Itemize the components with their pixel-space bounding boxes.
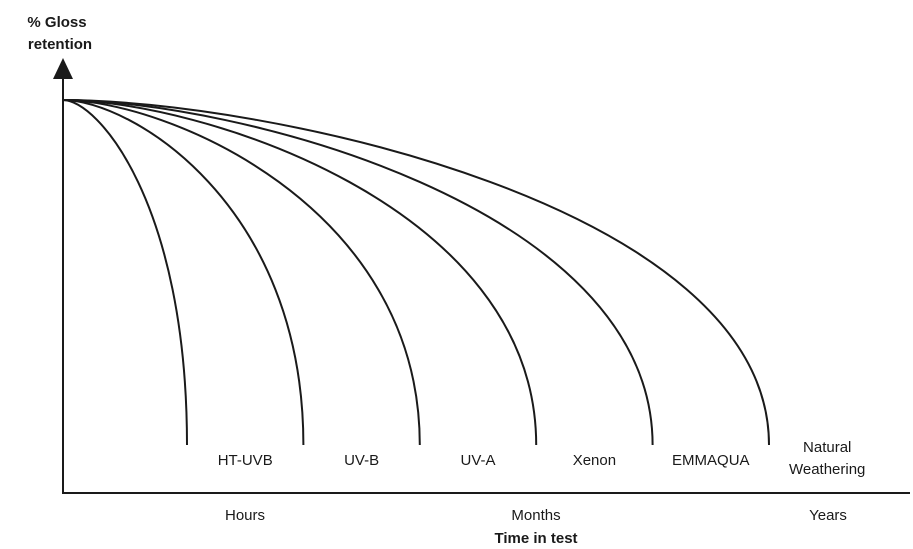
series-label-emmaqua: EMMAQUA [672, 452, 750, 469]
x-axis-label: Time in test [494, 530, 577, 547]
curves-group [62, 99, 770, 446]
curve-uv-b [62, 99, 305, 446]
series-label-ht-uvb: HT-UVB [218, 452, 273, 469]
curve-xenon [62, 99, 538, 446]
series-label-natural-weathering-line1: Natural [803, 439, 851, 456]
curve-uv-a [62, 99, 421, 446]
curve-emmaqua [62, 99, 654, 446]
curve-ht-uvb [62, 99, 188, 446]
y-axis-label-line1: % Gloss [27, 14, 86, 31]
curve-natural-weathering [62, 99, 770, 446]
series-label-uv-a: UV-A [460, 452, 495, 469]
series-label-uv-b: UV-B [344, 452, 379, 469]
y-axis-label-line2: retention [28, 36, 92, 53]
series-label-xenon: Xenon [573, 452, 616, 469]
series-labels: HT-UVB UV-B UV-A Xenon EMMAQUA Natural Weather… [218, 439, 866, 478]
x-tick-label-hours: Hours [225, 507, 265, 524]
x-tick-label-months: Months [511, 507, 560, 524]
series-label-natural-weathering-line2: Weathering [789, 461, 865, 478]
y-axis-arrow-icon [53, 58, 73, 79]
axes [53, 58, 910, 494]
x-tick-label-years: Years [809, 507, 847, 524]
